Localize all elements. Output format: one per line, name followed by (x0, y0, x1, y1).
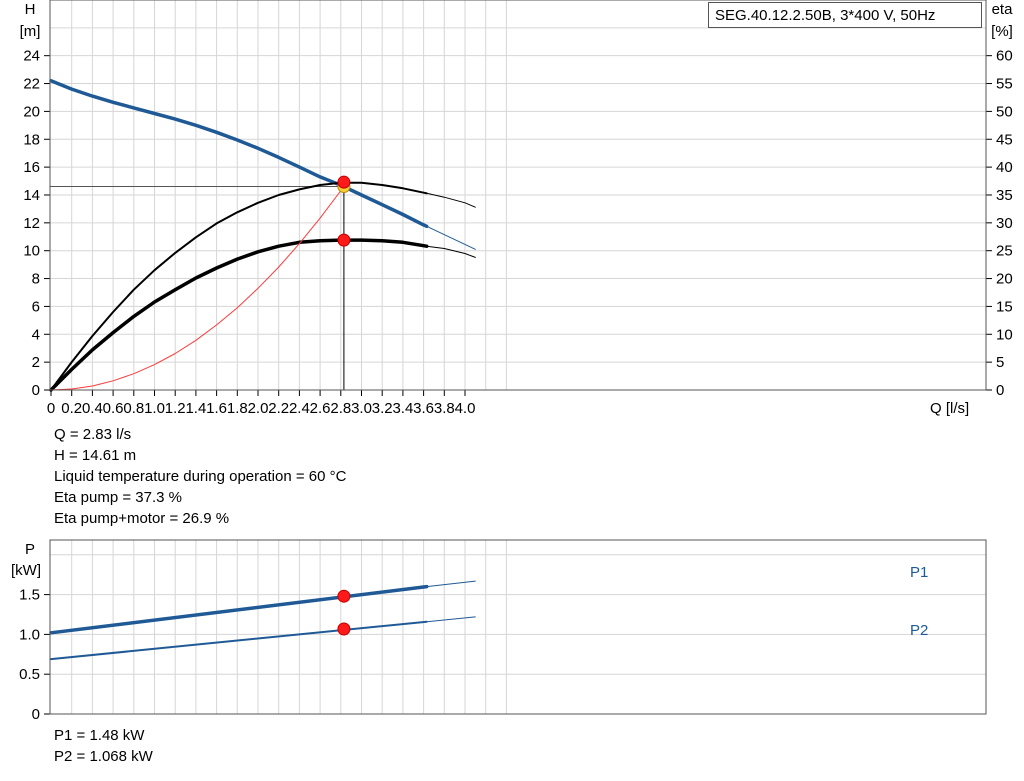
h-tick-label: 24 (23, 48, 40, 65)
bottom-chart-ticks: 0 0.5 1.0 1.5 (19, 587, 50, 723)
curve-H (49, 79, 429, 229)
eta-axis-label: eta (992, 1, 1014, 18)
x-tick-label: 2.4 (289, 400, 310, 417)
h-tick-label: 8 (32, 271, 40, 288)
eta-tick-label: 20 (996, 271, 1013, 288)
curve-system-curve (50, 186, 345, 391)
x-tick-label: 1.4 (185, 400, 206, 417)
operating-info-bottom: P1 = 1.48 kW P2 = 1.068 kW (54, 725, 153, 767)
h-axis-label: H (25, 1, 36, 18)
x-tick-label: 3.2 (372, 400, 393, 417)
x-tick-label: 4.0 (455, 400, 476, 417)
eta-tick-label: 45 (996, 131, 1013, 148)
x-tick-label: 2.0 (248, 400, 269, 417)
p-tick-label: 0 (32, 706, 40, 723)
eta-tick-label: 60 (996, 48, 1013, 65)
p-axis-label: P (25, 541, 35, 558)
curve-p2-extension (426, 616, 476, 623)
x-tick-label: 2.6 (310, 400, 331, 417)
eta-tick-label: 10 (996, 326, 1013, 343)
info-eta-pump-motor: Eta pump+motor = 26.9 % (54, 510, 230, 527)
top-chart-series (49, 79, 476, 392)
eta-tick-label: 50 (996, 103, 1013, 120)
eta-tick-label: 35 (996, 187, 1013, 204)
curve-eta-pump-motor (49, 238, 429, 392)
h-tick-label: 20 (23, 103, 40, 120)
x-tick-label: 1.6 (206, 400, 227, 417)
info-head: H = 14.61 m (54, 447, 137, 464)
x-tick-label: 1.0 (144, 400, 165, 417)
x-tick-label: 0.6 (103, 400, 124, 417)
h-tick-label: 10 (23, 243, 40, 260)
x-tick-label: 0.2 (61, 400, 82, 417)
curve-p1-extension (426, 580, 476, 588)
h-tick-label: 4 (32, 326, 40, 343)
h-tick-label: 0 (32, 382, 40, 399)
operating-point-p2 (337, 622, 351, 636)
x-tick-label: 3.8 (434, 400, 455, 417)
p-tick-label: 1.5 (19, 587, 40, 604)
h-tick-label: 22 (23, 76, 40, 93)
curve-eta-pump-motor-extension (426, 245, 476, 258)
pump-model-title: SEG.40.12.2.50B, 3*400 V, 50Hz (708, 2, 982, 28)
top-chart-grid (50, 0, 986, 390)
info-eta-pump: Eta pump = 37.3 % (54, 489, 182, 506)
curve-p1 (49, 584, 429, 635)
eta-tick-label: 40 (996, 159, 1013, 176)
eta-tick-label: 15 (996, 298, 1013, 315)
x-tick-label: 0 (47, 400, 55, 417)
top-chart-ticks: 0 0.2 0.4 0.6 0.8 1.0 1.2 1.4 1.6 1.8 2.0 2.2 2.4 2.6… (23, 48, 1012, 417)
x-tick-label: 0.4 (82, 400, 103, 417)
h-axis-unit: [m] (20, 23, 41, 40)
bottom-chart-series (49, 580, 476, 661)
x-tick-label: 2.8 (330, 400, 351, 417)
p-tick-label: 0.5 (19, 666, 40, 683)
p-tick-label: 1.0 (19, 626, 40, 643)
x-tick-label: 3.0 (351, 400, 372, 417)
eta-tick-label: 30 (996, 215, 1013, 232)
eta-tick-label: 5 (996, 354, 1004, 371)
bottom-chart-grid (50, 540, 986, 714)
eta-axis-unit: [%] (991, 23, 1013, 40)
x-tick-label: 2.2 (268, 400, 289, 417)
x-tick-label: 3.6 (413, 400, 434, 417)
q-axis-label: Q [l/s] (930, 400, 969, 417)
curve-eta-pump-extension (426, 192, 476, 208)
p1-series-label: P1 (910, 564, 928, 581)
h-tick-label: 18 (23, 131, 40, 148)
info-liquid-temperature: Liquid temperature during operation = 60… (54, 468, 347, 485)
top-chart-frame (49, 0, 987, 391)
p2-series-label: P2 (910, 622, 928, 639)
h-tick-label: 16 (23, 159, 40, 176)
info-flow: Q = 2.83 l/s (54, 426, 132, 443)
operating-point-eta-pump (337, 175, 351, 189)
info-p2: P2 = 1.068 kW (54, 748, 153, 765)
operating-point-p1 (337, 589, 351, 603)
curve-eta-pump (50, 181, 428, 391)
eta-tick-label: 0 (996, 382, 1004, 399)
eta-tick-label: 25 (996, 243, 1013, 260)
operating-point-eta-pump-motor (337, 233, 351, 247)
operating-info-top: Q = 2.83 l/s H = 14.61 m Liquid temperat… (54, 424, 346, 529)
curve-p2 (50, 620, 428, 661)
h-tick-label: 14 (23, 187, 40, 204)
h-tick-label: 6 (32, 298, 40, 315)
x-tick-label: 1.2 (165, 400, 186, 417)
x-tick-label: 3.4 (392, 400, 413, 417)
x-tick-label: 1.8 (227, 400, 248, 417)
bottom-chart-frame (49, 539, 987, 715)
h-tick-label: 12 (23, 215, 40, 232)
eta-tick-label: 55 (996, 76, 1013, 93)
curve-H-extension (426, 225, 476, 250)
h-tick-label: 2 (32, 354, 40, 371)
x-tick-label: 0.8 (123, 400, 144, 417)
p-axis-unit: [kW] (11, 562, 41, 579)
info-p1: P1 = 1.48 kW (54, 727, 145, 744)
